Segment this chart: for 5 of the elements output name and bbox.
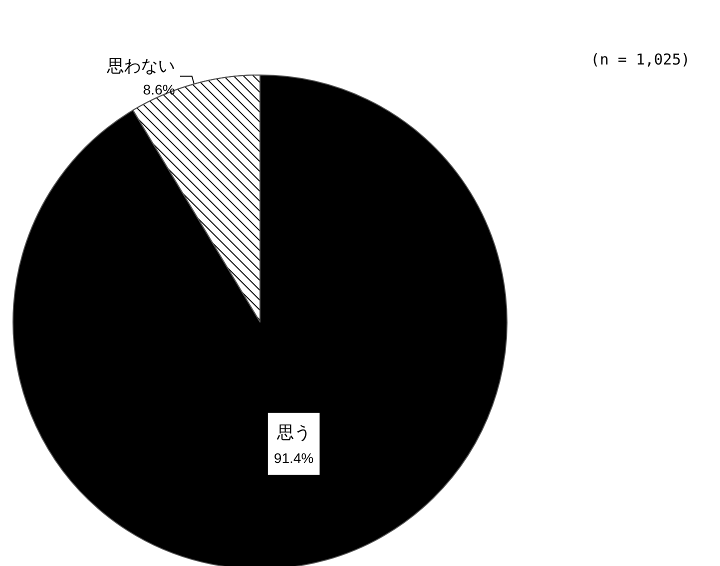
data-label: 91.4% (274, 450, 314, 466)
data-label: 8.6% (143, 81, 175, 98)
slice-label: 思わない (106, 56, 175, 76)
text: (n = 1,025) (590, 50, 690, 68)
slice-label: 思う (276, 422, 311, 443)
